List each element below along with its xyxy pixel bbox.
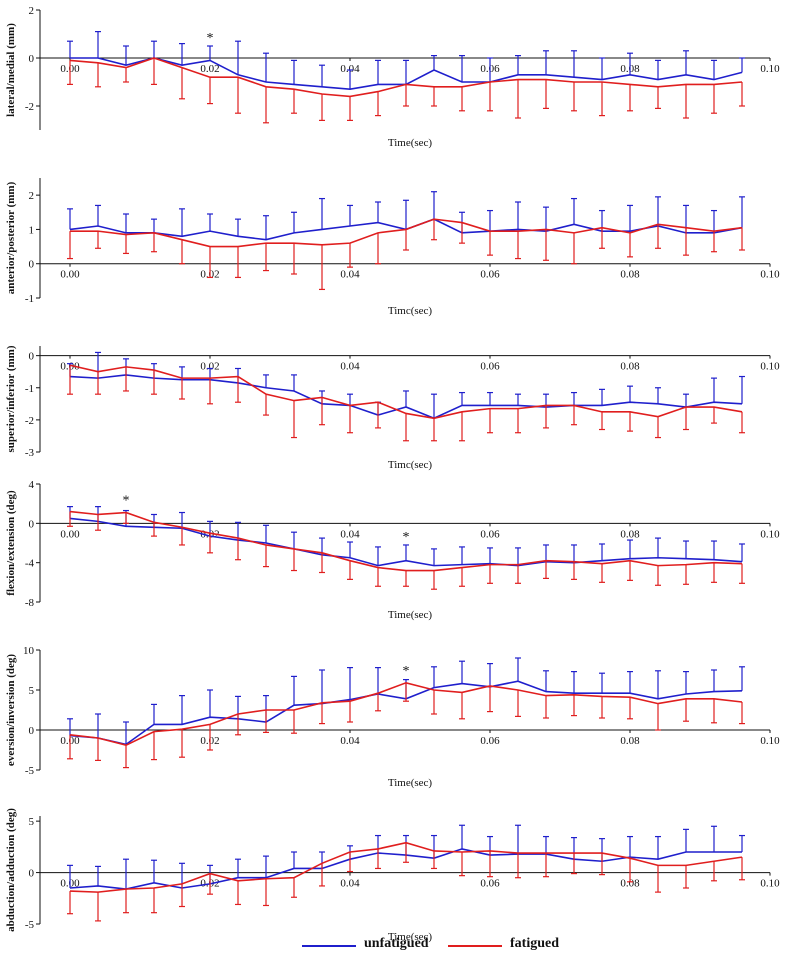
x-tick-label: 0.04 <box>340 269 360 281</box>
chart-panel-3: -3-2-100.00 0.02 0.04 0.06 0.08 0.10Timc(sec)… <box>5 345 780 471</box>
legend-label-fatigued: fatigued <box>510 936 559 951</box>
y-tick-label: -2 <box>25 101 34 113</box>
x-tick-label: 0.04 <box>340 528 360 540</box>
x-axis-label: Timc(sec) <box>388 459 433 471</box>
series-line-fatigued <box>69 510 743 572</box>
y-axis-label: lateral/medial (mm) <box>5 23 17 117</box>
x-tick-label: 0.10 <box>760 735 780 747</box>
y-axis-label: superior/inferior (mm) <box>5 345 17 452</box>
y-tick-label: -1 <box>25 293 34 305</box>
x-axis-label: Time(sec) <box>388 609 433 621</box>
x-tick-label: 0.10 <box>760 269 780 281</box>
x-tick-label: 0.10 <box>760 878 780 890</box>
y-tick-label: -4 <box>25 558 35 570</box>
y-tick-label: 0 <box>29 518 35 530</box>
legend-label-unfatigued: unfatigued <box>364 936 429 951</box>
y-tick-label: -3 <box>25 447 35 459</box>
y-tick-label: 2 <box>29 5 35 17</box>
y-tick-label: -5 <box>25 919 35 931</box>
y-tick-label: 2 <box>29 190 35 202</box>
series-fatigued <box>67 841 745 922</box>
series-fatigued <box>67 681 745 769</box>
y-tick-label: 4 <box>29 479 35 491</box>
x-axis-label: Time(sec) <box>388 931 433 943</box>
series-line-fatigued <box>69 364 743 420</box>
y-tick-label: 1 <box>29 224 35 236</box>
y-axis-label: flexion/extension (deg) <box>5 490 17 596</box>
y-tick-label: 0 <box>29 351 35 363</box>
x-tick-label: 0.02 <box>200 63 219 75</box>
y-tick-label: -2 <box>25 415 34 427</box>
y-tick-label: 5 <box>29 685 35 697</box>
x-tick-label: 0.04 <box>340 361 360 373</box>
significance-star: * <box>207 31 214 46</box>
x-tick-label: 0.08 <box>620 735 640 747</box>
significance-star: * <box>403 530 410 545</box>
y-tick-label: 10 <box>23 645 35 657</box>
y-axis-label: abduction/adduction (deg) <box>5 808 17 932</box>
y-tick-label: 0 <box>29 868 35 880</box>
x-tick-label: 0.04 <box>340 63 360 75</box>
y-tick-label: 5 <box>29 816 35 828</box>
series-line-fatigued <box>69 841 743 893</box>
x-tick-label: 0.00 <box>60 528 80 540</box>
y-tick-label: 0 <box>29 259 35 271</box>
significance-star: * <box>123 494 130 509</box>
significance-star: * <box>403 664 410 679</box>
y-tick-label: -1 <box>25 383 34 395</box>
series-fatigued <box>67 57 745 124</box>
x-tick-label: 0.06 <box>480 878 500 890</box>
x-tick-label: 0.10 <box>760 528 780 540</box>
x-tick-label: 0.04 <box>340 878 360 890</box>
y-axis-label: anterior/posterior (mm) <box>5 181 17 294</box>
series-unfatigued <box>67 351 745 420</box>
series-line-fatigued <box>69 681 743 747</box>
x-tick-label: 0.10 <box>760 63 780 75</box>
series-line-fatigued <box>70 218 743 248</box>
x-tick-label: 0.00 <box>60 269 80 281</box>
series-unfatigued <box>67 31 745 91</box>
x-axis-label: Time(sec) <box>388 137 433 149</box>
y-tick-label: -5 <box>25 765 35 777</box>
x-tick-label: 0.02 <box>200 361 219 373</box>
x-tick-label: 0.08 <box>620 528 640 540</box>
x-tick-label: 0.08 <box>620 269 640 281</box>
x-tick-label: 0.08 <box>620 878 640 890</box>
legend-line-fatigued <box>448 945 502 947</box>
legend: unfatigued fatigued <box>300 936 560 956</box>
series-fatigued <box>67 218 745 291</box>
x-tick-label: 0.10 <box>760 361 780 373</box>
series-line-fatigued <box>69 57 743 98</box>
x-tick-label: 0.06 <box>480 361 500 373</box>
y-tick-label: 0 <box>29 725 35 737</box>
x-tick-label: 0.06 <box>480 528 500 540</box>
x-axis-label: Time(sec) <box>388 777 433 789</box>
series-fatigued <box>67 510 745 590</box>
y-axis-label: eversion/inversion (deg) <box>5 654 17 766</box>
x-tick-label: 0.08 <box>620 361 640 373</box>
x-axis-label: Timc(sec) <box>388 305 433 317</box>
x-tick-label: 0.06 <box>480 269 500 281</box>
y-tick-label: 0 <box>29 53 35 65</box>
legend-line-unfatigued <box>302 945 356 947</box>
x-tick-label: 0.04 <box>340 735 360 747</box>
x-tick-label: 0.06 <box>480 735 500 747</box>
series-fatigued <box>67 364 745 442</box>
y-tick-label: -8 <box>25 597 35 609</box>
